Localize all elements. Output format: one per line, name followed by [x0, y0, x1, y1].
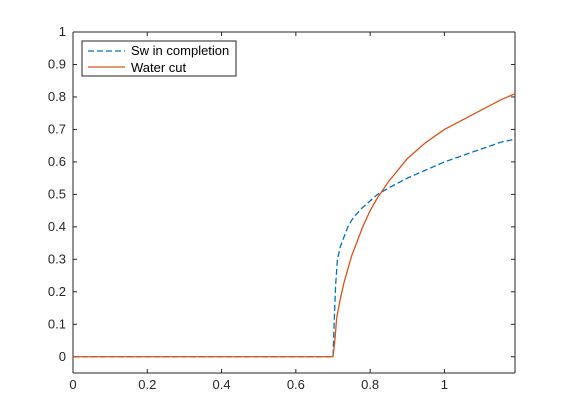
x-tick-label: 0.2	[138, 377, 156, 392]
legend: Sw in completion Water cut	[81, 40, 237, 77]
legend-label-water-cut: Water cut	[131, 60, 187, 75]
y-tick-label: 0.8	[48, 89, 66, 104]
y-tick-label: 0.1	[48, 316, 66, 331]
x-tick-label: 0.6	[287, 377, 305, 392]
x-tick-label: 0	[69, 377, 76, 392]
plot-area	[73, 32, 515, 373]
axes-layer: 0 0.2 0.4 0.6 0.8 1 0 0.1 0.2 0.3 0.4 0.5 0.6 0.7 0.8 0…	[48, 24, 516, 392]
legend-box	[81, 40, 237, 77]
y-tick-label: 0.5	[48, 186, 66, 201]
series-line-sw-in-completion	[73, 138, 516, 358]
x-tick-label: 1	[441, 377, 448, 392]
y-tick-label: 0.6	[48, 154, 66, 169]
y-tick-label: 0.9	[48, 56, 66, 71]
x-tick-label: 0.8	[361, 377, 379, 392]
y-tick-label: 0.2	[48, 284, 66, 299]
y-tick-label: 0.7	[48, 121, 66, 136]
y-tick-label: 0	[59, 349, 66, 364]
legend-label-sw-in-completion: Sw in completion	[131, 43, 229, 58]
y-tick-label: 0.4	[48, 219, 66, 234]
x-tick-label: 0.4	[213, 377, 231, 392]
y-tick-label: 0.3	[48, 251, 66, 266]
y-tick-label: 1	[59, 24, 66, 39]
series-line-water-cut	[73, 93, 516, 358]
series-layer	[73, 93, 516, 358]
